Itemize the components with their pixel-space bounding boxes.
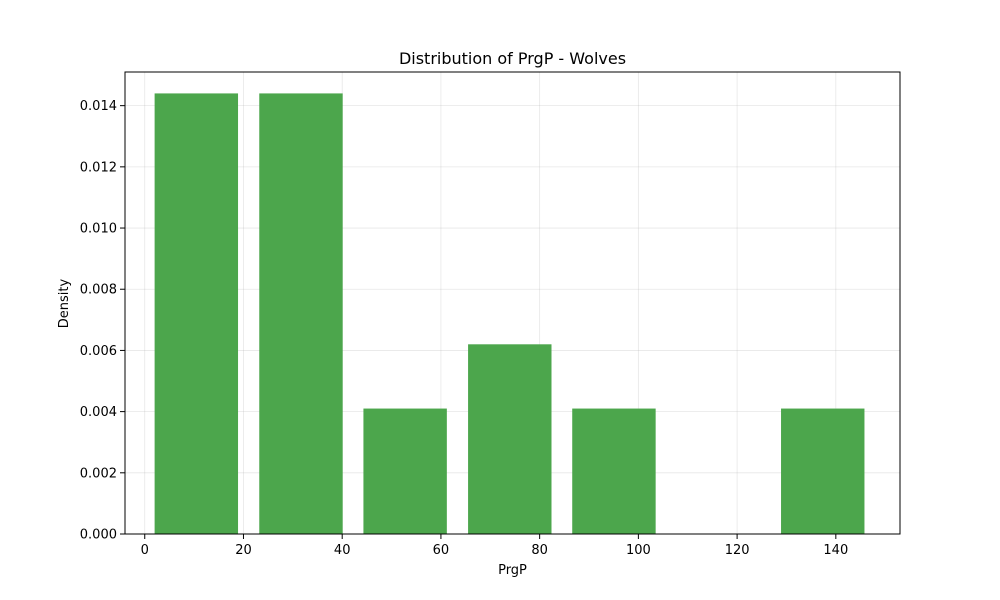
- plot-frame: [124, 71, 901, 535]
- histogram-bar: [468, 344, 552, 534]
- chart-title: Distribution of PrgP - Wolves: [399, 49, 626, 68]
- histogram-bar: [259, 93, 343, 534]
- y-tick-label: 0.000: [80, 528, 117, 543]
- y-tick-label: 0.012: [80, 160, 117, 175]
- bars: [154, 93, 865, 534]
- histogram-bar: [572, 408, 656, 534]
- x-tick-label: 120: [725, 543, 750, 558]
- x-tick-label: 60: [433, 543, 450, 558]
- x-tick-label: 20: [235, 543, 252, 558]
- y-axis-label: Density: [57, 278, 72, 328]
- y-tick-label: 0.014: [80, 99, 117, 114]
- x-axis-label: PrgP: [498, 563, 527, 578]
- y-tick-label: 0.004: [80, 405, 117, 420]
- x-tick-label: 0: [141, 543, 149, 558]
- histogram-bar: [154, 93, 239, 534]
- x-tick-label: 40: [334, 543, 351, 558]
- y-tick-label: 0.008: [80, 283, 117, 298]
- x-tick-label: 80: [531, 543, 548, 558]
- x-tick-label: 140: [823, 543, 848, 558]
- x-tick-label: 100: [626, 543, 651, 558]
- y-tick-label: 0.006: [80, 344, 117, 359]
- y-tick-label: 0.010: [80, 222, 117, 237]
- x-ticks: 0 20 40 60 80 100 120 140: [141, 534, 848, 558]
- y-tick-label: 0.002: [80, 466, 117, 481]
- histogram-bar: [781, 408, 865, 534]
- histogram-bar: [363, 408, 447, 534]
- y-ticks: 0.000 0.002 0.004 0.006 0.008 0.010 0.012 0.014: [80, 99, 125, 543]
